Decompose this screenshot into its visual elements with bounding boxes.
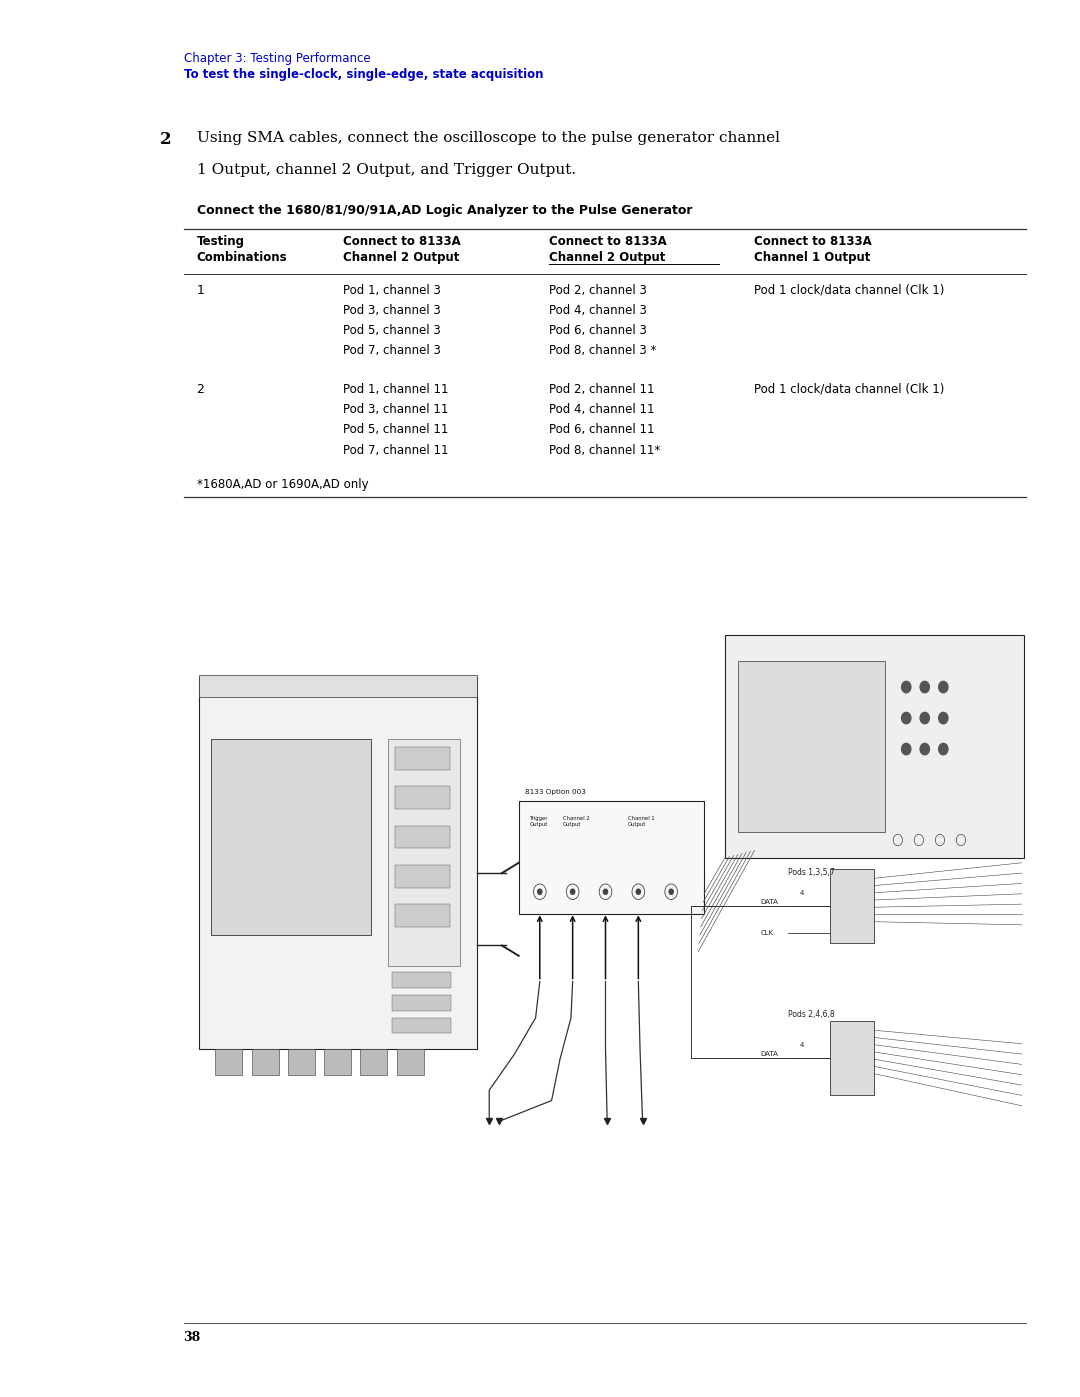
Circle shape <box>920 682 930 693</box>
Text: Channel 2 Output: Channel 2 Output <box>343 251 460 264</box>
Text: Chapter 3: Testing Performance: Chapter 3: Testing Performance <box>184 52 370 64</box>
Text: Pod 2, channel 11: Pod 2, channel 11 <box>549 383 654 395</box>
FancyBboxPatch shape <box>395 826 449 848</box>
Text: Pod 6, channel 3: Pod 6, channel 3 <box>549 324 647 337</box>
Text: Channel 1 Output: Channel 1 Output <box>754 251 870 264</box>
Text: Pod 7, channel 11: Pod 7, channel 11 <box>343 444 449 457</box>
Text: Connect to 8133A: Connect to 8133A <box>549 235 666 247</box>
Circle shape <box>920 743 930 754</box>
Text: Pod 8, channel 11*: Pod 8, channel 11* <box>549 444 660 457</box>
FancyBboxPatch shape <box>392 972 451 988</box>
Text: 2: 2 <box>197 383 204 395</box>
Text: 1 Output, channel 2 Output, and Trigger Output.: 1 Output, channel 2 Output, and Trigger … <box>197 163 576 177</box>
FancyBboxPatch shape <box>395 904 449 926</box>
FancyBboxPatch shape <box>395 747 449 770</box>
Text: 1: 1 <box>197 284 204 296</box>
FancyBboxPatch shape <box>392 1018 451 1034</box>
Circle shape <box>920 712 930 724</box>
Text: 38: 38 <box>184 1331 201 1344</box>
Circle shape <box>604 888 608 894</box>
Text: Pod 3, channel 11: Pod 3, channel 11 <box>343 402 449 416</box>
Text: 2: 2 <box>160 131 172 148</box>
Text: Using SMA cables, connect the oscilloscope to the pulse generator channel: Using SMA cables, connect the oscillosco… <box>197 131 780 145</box>
Text: 8133 Option 003: 8133 Option 003 <box>525 788 585 795</box>
Text: Pod 7, channel 3: Pod 7, channel 3 <box>343 345 442 358</box>
FancyBboxPatch shape <box>738 661 886 831</box>
Circle shape <box>902 682 910 693</box>
Text: Pod 1 clock/data channel (Clk 1): Pod 1 clock/data channel (Clk 1) <box>754 383 944 395</box>
FancyBboxPatch shape <box>324 1049 351 1074</box>
FancyBboxPatch shape <box>395 787 449 809</box>
FancyBboxPatch shape <box>361 1049 388 1074</box>
Text: Pod 6, channel 11: Pod 6, channel 11 <box>549 423 654 436</box>
FancyBboxPatch shape <box>518 800 704 915</box>
Text: Connect the 1680/81/90/91A,AD Logic Analyzer to the Pulse Generator: Connect the 1680/81/90/91A,AD Logic Anal… <box>197 204 692 217</box>
FancyBboxPatch shape <box>252 1049 279 1074</box>
FancyBboxPatch shape <box>199 675 476 697</box>
FancyBboxPatch shape <box>288 1049 315 1074</box>
Text: Pods 2,4,6,8: Pods 2,4,6,8 <box>788 1010 835 1018</box>
FancyBboxPatch shape <box>388 739 460 967</box>
Text: 4: 4 <box>799 890 804 895</box>
Text: DATA: DATA <box>760 1051 779 1058</box>
FancyBboxPatch shape <box>212 739 372 935</box>
Text: Pod 8, channel 3 *: Pod 8, channel 3 * <box>549 345 656 358</box>
Text: DATA: DATA <box>760 900 779 905</box>
Text: Pod 5, channel 3: Pod 5, channel 3 <box>343 324 442 337</box>
FancyBboxPatch shape <box>199 676 476 1049</box>
Text: Connect to 8133A: Connect to 8133A <box>754 235 872 247</box>
Circle shape <box>902 743 910 754</box>
Text: Testing: Testing <box>197 235 244 247</box>
Text: Channel 2 Output: Channel 2 Output <box>549 251 665 264</box>
Text: Pods 1,3,5,7: Pods 1,3,5,7 <box>788 868 835 877</box>
Text: Pod 1 clock/data channel (Clk 1): Pod 1 clock/data channel (Clk 1) <box>754 284 944 296</box>
Text: Pod 1, channel 11: Pod 1, channel 11 <box>343 383 449 395</box>
Text: Pod 5, channel 11: Pod 5, channel 11 <box>343 423 449 436</box>
Circle shape <box>670 888 673 894</box>
Circle shape <box>939 682 948 693</box>
Text: Channel 1
Output: Channel 1 Output <box>629 816 654 827</box>
FancyBboxPatch shape <box>395 865 449 887</box>
Text: Pod 3, channel 3: Pod 3, channel 3 <box>343 303 442 317</box>
Circle shape <box>939 712 948 724</box>
FancyBboxPatch shape <box>392 995 451 1010</box>
Text: Connect to 8133A: Connect to 8133A <box>343 235 461 247</box>
FancyBboxPatch shape <box>831 1021 874 1095</box>
Text: 4: 4 <box>799 1042 804 1048</box>
Text: Pod 4, channel 3: Pod 4, channel 3 <box>549 303 647 317</box>
Text: To test the single-clock, single-edge, state acquisition: To test the single-clock, single-edge, s… <box>184 68 543 81</box>
FancyBboxPatch shape <box>396 1049 423 1074</box>
FancyBboxPatch shape <box>831 869 874 943</box>
Text: Pod 4, channel 11: Pod 4, channel 11 <box>549 402 654 416</box>
FancyBboxPatch shape <box>725 636 1024 858</box>
Text: CLK: CLK <box>760 930 773 936</box>
Circle shape <box>538 888 542 894</box>
Text: Pod 1, channel 3: Pod 1, channel 3 <box>343 284 442 296</box>
Circle shape <box>570 888 575 894</box>
Text: Pod 2, channel 3: Pod 2, channel 3 <box>549 284 647 296</box>
FancyBboxPatch shape <box>216 1049 242 1074</box>
Circle shape <box>636 888 640 894</box>
Text: Combinations: Combinations <box>197 251 287 264</box>
Text: Channel 2
Output: Channel 2 Output <box>563 816 590 827</box>
Circle shape <box>939 743 948 754</box>
Text: *1680A,AD or 1690A,AD only: *1680A,AD or 1690A,AD only <box>197 478 368 490</box>
Text: Trigger
Output: Trigger Output <box>529 816 549 827</box>
Circle shape <box>902 712 910 724</box>
